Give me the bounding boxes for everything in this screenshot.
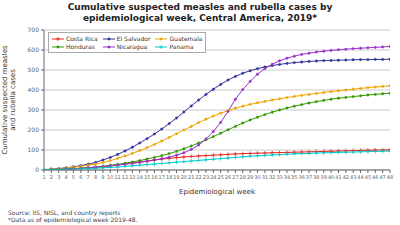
svg-text:10: 10 [107, 174, 113, 180]
svg-text:700: 700 [28, 26, 40, 33]
svg-text:26: 26 [225, 174, 231, 180]
svg-text:100: 100 [28, 146, 40, 153]
svg-text:11: 11 [114, 174, 120, 180]
svg-text:5: 5 [72, 174, 75, 180]
svg-text:19: 19 [173, 174, 179, 180]
svg-text:9: 9 [101, 174, 104, 180]
svg-text:400: 400 [28, 86, 40, 93]
svg-text:40: 40 [328, 174, 334, 180]
svg-text:1: 1 [42, 174, 45, 180]
svg-text:17: 17 [159, 174, 165, 180]
svg-text:22: 22 [195, 174, 201, 180]
svg-text:15: 15 [144, 174, 150, 180]
svg-text:4: 4 [64, 174, 67, 180]
html-text:Nicaragua: Nicaragua [116, 43, 148, 50]
svg-text:33: 33 [276, 174, 282, 180]
svg-text:20: 20 [181, 174, 187, 180]
svg-text:34: 34 [284, 174, 290, 180]
svg-text:25: 25 [217, 174, 223, 180]
svg-text:47: 47 [379, 174, 385, 180]
svg-text:13: 13 [129, 174, 135, 180]
svg-text:Epidemiological week: Epidemiological week [179, 188, 256, 196]
svg-text:37: 37 [306, 174, 312, 180]
svg-text:45: 45 [365, 174, 371, 180]
html-text:Costa Rica: Costa Rica [66, 35, 98, 42]
svg-text:28: 28 [240, 174, 246, 180]
svg-text:500: 500 [28, 66, 40, 73]
html-text:Guatemala: Guatemala [169, 35, 203, 42]
svg-text:46: 46 [372, 174, 378, 180]
svg-text:0: 0 [35, 166, 39, 173]
svg-text:35: 35 [291, 174, 297, 180]
svg-text:6: 6 [79, 174, 82, 180]
svg-text:41: 41 [335, 174, 341, 180]
svg-text:27: 27 [232, 174, 238, 180]
svg-text:Cumulative suspected measlesan: Cumulative suspected measlesand rubella … [8, 45, 17, 155]
svg-text:3: 3 [57, 174, 60, 180]
html-text:epidemiological week, Central: epidemiological week, Central America, 2… [82, 13, 318, 23]
svg-text:24: 24 [210, 174, 216, 180]
html-text:Source: IIS, NISL, and country: Source: IIS, NISL, and country reports [8, 209, 121, 216]
svg-text:8: 8 [94, 174, 97, 180]
svg-text:48: 48 [387, 174, 392, 180]
svg-text:29: 29 [247, 174, 253, 180]
html-text:El Salvador: El Salvador [116, 35, 151, 42]
svg-text:44: 44 [357, 174, 363, 180]
svg-text:600: 600 [28, 46, 40, 53]
svg-text:32: 32 [269, 174, 275, 180]
html-text:*Data as of epidemiological we: *Data as of epidemiological week 2019-48… [8, 216, 138, 223]
svg-text:30: 30 [254, 174, 260, 180]
svg-text:18: 18 [166, 174, 172, 180]
html-text:Panama: Panama [169, 43, 194, 50]
svg-text:2: 2 [50, 174, 53, 180]
svg-text:43: 43 [350, 174, 356, 180]
svg-text:31: 31 [262, 174, 268, 180]
svg-text:7: 7 [87, 174, 90, 180]
svg-text:39: 39 [321, 174, 327, 180]
svg-text:21: 21 [188, 174, 194, 180]
svg-text:16: 16 [151, 174, 157, 180]
svg-text:42: 42 [343, 174, 349, 180]
svg-text:36: 36 [298, 174, 304, 180]
svg-text:300: 300 [28, 106, 40, 113]
html-text:Honduras: Honduras [66, 43, 95, 50]
svg-text:12: 12 [122, 174, 128, 180]
svg-text:38: 38 [313, 174, 319, 180]
html-text:Cumulative suspected measles a: Cumulative suspected measles and rubella… [67, 2, 333, 12]
svg-text:200: 200 [28, 126, 40, 133]
svg-text:23: 23 [203, 174, 209, 180]
svg-text:14: 14 [137, 174, 143, 180]
